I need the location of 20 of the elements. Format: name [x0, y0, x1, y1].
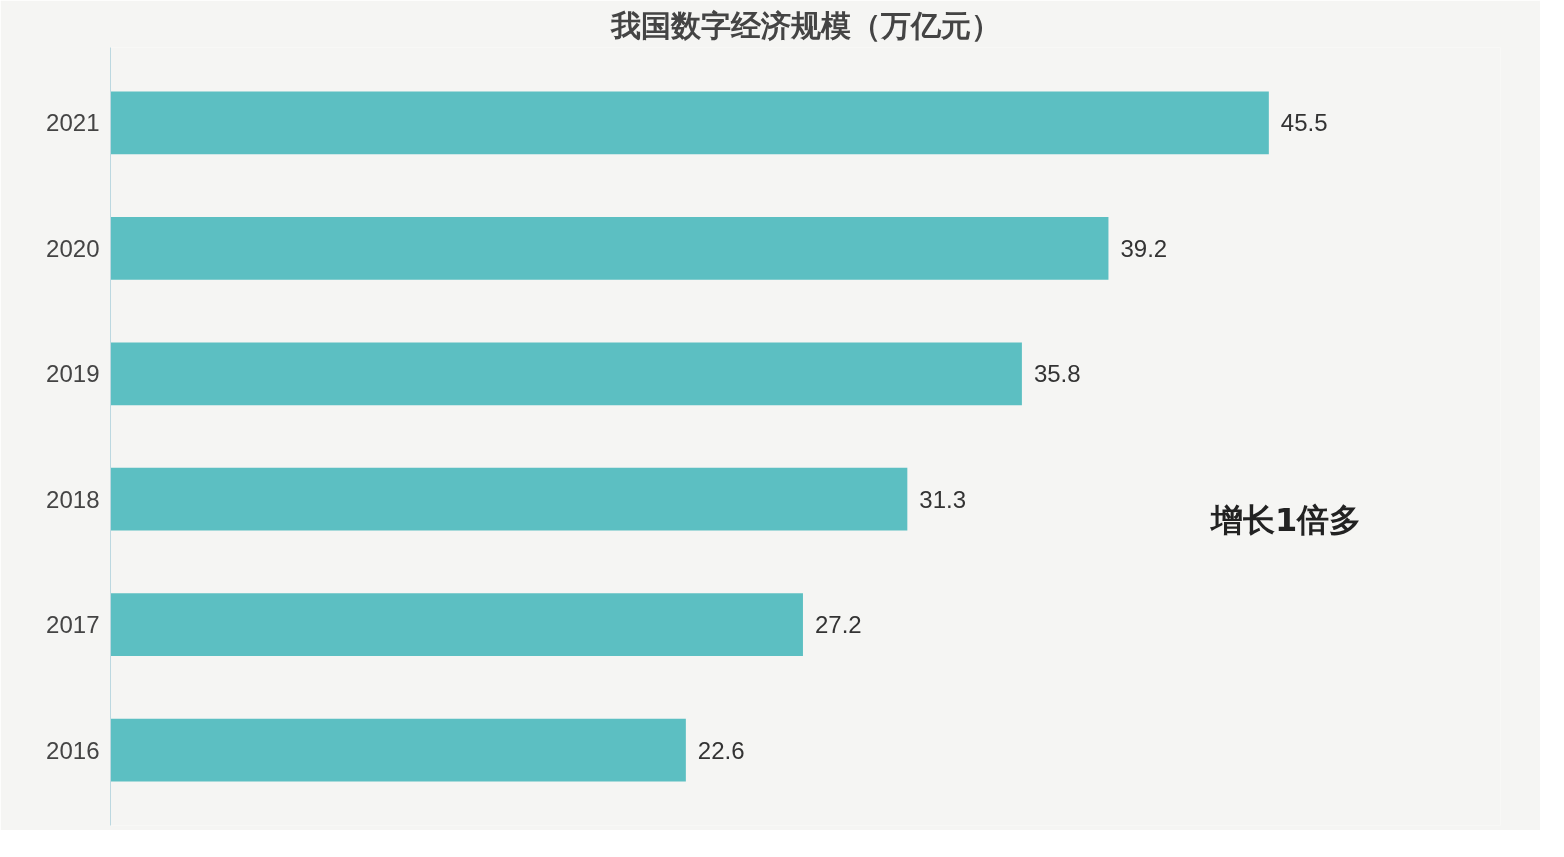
- y-tick-label: 2018: [46, 485, 100, 513]
- chart-title: 我国数字经济规模（万亿元）: [609, 7, 1001, 43]
- bar: [110, 342, 1022, 406]
- data-label: 31.3: [919, 485, 967, 513]
- data-label: 39.2: [1120, 234, 1168, 262]
- annotation: 增长1倍多: [1208, 501, 1362, 540]
- y-tick-label: 2020: [46, 234, 100, 262]
- data-label: 35.8: [1033, 360, 1081, 388]
- data-label: 45.5: [1280, 109, 1328, 137]
- y-tick-label: 2016: [46, 736, 100, 764]
- bar: [110, 718, 686, 782]
- y-tick-label: 2021: [46, 109, 100, 137]
- bar: [110, 593, 803, 657]
- y-tick-label: 2017: [46, 611, 100, 639]
- data-label: 22.6: [697, 736, 745, 764]
- y-tick-label: 2019: [46, 360, 100, 388]
- bar: [110, 216, 1109, 280]
- bar: [110, 91, 1269, 155]
- data-label: 27.2: [814, 611, 862, 639]
- bar: [110, 467, 908, 531]
